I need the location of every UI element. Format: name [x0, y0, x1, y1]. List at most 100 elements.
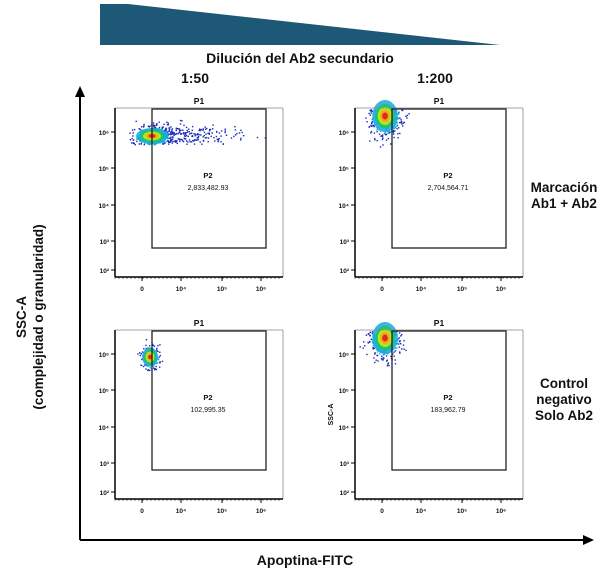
event-dot	[145, 368, 147, 370]
event-dot	[132, 132, 134, 134]
event-dot	[170, 130, 173, 133]
y-tick-label: 10²	[340, 268, 350, 275]
event-dot	[209, 128, 212, 131]
event-dot	[199, 128, 201, 130]
gate-p1-label: P1	[434, 318, 445, 328]
event-dot	[159, 355, 161, 357]
event-dot	[166, 124, 169, 126]
event-dot	[178, 130, 181, 132]
gate-p2[interactable]	[151, 330, 267, 471]
x-arrowhead-icon	[583, 535, 594, 545]
event-dot	[170, 139, 172, 141]
event-dot	[175, 133, 177, 136]
event-dot	[371, 331, 374, 333]
event-dot	[169, 141, 171, 143]
event-dot	[365, 117, 367, 119]
event-dot	[399, 121, 401, 124]
event-dot	[369, 109, 371, 112]
event-dot	[393, 136, 395, 139]
event-dot	[171, 132, 174, 134]
y-tick-label: 10⁶	[99, 130, 109, 137]
event-dot	[147, 125, 150, 127]
gate-p2[interactable]	[151, 108, 267, 249]
event-dot	[159, 362, 161, 364]
event-dot	[182, 129, 184, 131]
event-dot	[178, 132, 180, 134]
event-dot	[406, 114, 409, 117]
event-dot	[140, 353, 142, 355]
event-dot	[214, 140, 216, 142]
event-dot	[169, 140, 171, 142]
event-dot	[176, 142, 178, 145]
event-dot	[170, 126, 172, 128]
gate-p2-label: P2	[203, 171, 212, 180]
event-dot	[142, 126, 145, 128]
event-dot	[129, 132, 131, 134]
event-dots	[137, 339, 164, 372]
gate-p1-label: P1	[194, 318, 205, 328]
event-dot	[161, 126, 163, 129]
event-dot	[143, 123, 145, 126]
event-dot	[373, 132, 376, 134]
event-dot	[200, 129, 203, 131]
event-dot	[192, 139, 194, 142]
event-dot	[136, 138, 138, 140]
event-dot	[394, 130, 396, 132]
event-dot	[154, 143, 156, 146]
event-dot	[216, 138, 218, 141]
event-dot	[186, 143, 188, 145]
event-dot	[406, 117, 408, 119]
event-dot	[392, 130, 395, 132]
event-dot	[379, 146, 382, 148]
event-dot	[171, 128, 174, 130]
event-dot	[171, 138, 174, 141]
event-dot	[222, 143, 224, 145]
event-dot	[376, 128, 378, 131]
event-dot	[198, 134, 200, 136]
event-dot	[380, 358, 383, 360]
event-dot	[183, 124, 185, 127]
event-dot	[138, 128, 140, 130]
event-dot	[207, 132, 209, 134]
event-dot	[129, 139, 132, 141]
row-label-control: Control negativo Solo Ab2	[524, 376, 600, 424]
event-dot	[392, 353, 394, 355]
event-dot	[166, 132, 168, 134]
x-tick-label: 10⁵	[457, 286, 467, 293]
gate-p2[interactable]	[391, 330, 507, 471]
event-dot	[382, 357, 384, 359]
column-header-1-200: 1:200	[417, 70, 453, 86]
event-dot	[167, 134, 169, 136]
event-dot	[152, 125, 155, 127]
event-dot	[220, 135, 222, 137]
event-dot	[202, 129, 204, 131]
event-dot	[390, 355, 392, 357]
y-tick-label: 10⁶	[339, 130, 349, 137]
event-dot	[180, 129, 182, 131]
event-dot	[159, 361, 161, 363]
event-dot	[398, 343, 400, 345]
event-dot	[172, 136, 174, 138]
y-tick-label: 10²	[340, 490, 350, 497]
gate-p2[interactable]	[391, 108, 507, 249]
x-tick-label: 0	[380, 286, 384, 293]
y-tick-label: 10³	[340, 239, 350, 246]
event-dot	[190, 132, 192, 135]
event-dot	[213, 137, 215, 139]
event-dot	[135, 120, 137, 123]
event-dot	[196, 137, 198, 139]
event-dot	[172, 140, 174, 143]
event-dot	[155, 368, 158, 371]
event-dot	[205, 133, 207, 135]
event-dot	[390, 143, 392, 145]
density-contour	[382, 334, 388, 342]
event-dot	[159, 366, 161, 368]
event-dot	[195, 134, 197, 136]
event-dot	[241, 131, 243, 134]
event-dot	[194, 133, 196, 135]
event-dot	[365, 334, 368, 336]
event-dot	[167, 131, 169, 133]
gate-p2-label: P2	[203, 393, 212, 402]
event-dot	[168, 130, 170, 132]
event-dot	[158, 121, 160, 123]
